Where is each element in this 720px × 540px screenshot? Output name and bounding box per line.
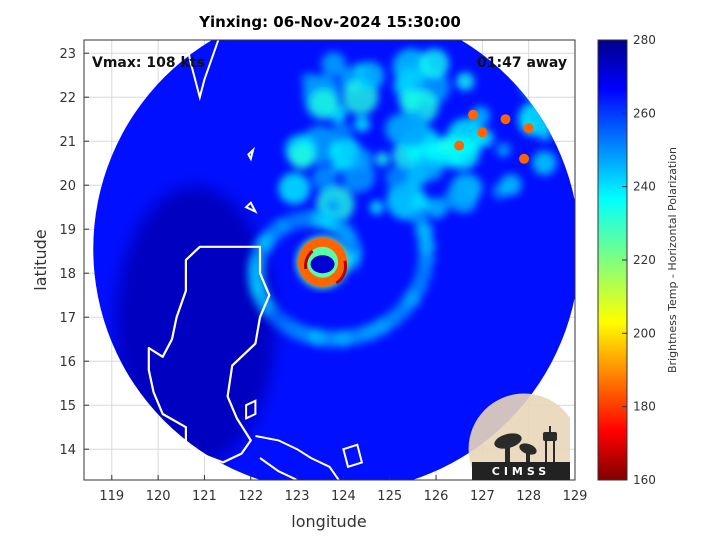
x-tick-label: 124 — [331, 489, 356, 504]
x-tick-label: 121 — [192, 489, 217, 504]
colorbar-tick-label: 280 — [633, 33, 656, 47]
colorbar-label: Brightness Temp - Horizontal Polarizatio… — [666, 147, 679, 373]
vmax-annotation: Vmax: 108 kts — [92, 55, 205, 71]
coastline — [147, 40, 364, 480]
y-tick-label: 16 — [59, 355, 76, 370]
axes-frame — [83, 39, 576, 481]
spiral-band-cell — [410, 208, 429, 227]
colorbar-tick-label: 240 — [633, 180, 656, 194]
convective-cell — [468, 109, 479, 120]
y-tick-label: 18 — [59, 267, 76, 282]
rainband-cell — [331, 122, 352, 144]
rainband-cell — [419, 48, 450, 79]
x-tick-label: 126 — [424, 489, 449, 504]
spiral-band-cell — [321, 329, 340, 348]
rainband-cell — [321, 51, 346, 77]
rainband-cell — [421, 159, 443, 181]
y-axis-ticks: 14 15 16 17 18 19 20 21 22 23 — [59, 47, 89, 458]
colorbar-tick-label: 180 — [633, 400, 656, 414]
x-tick-label: 128 — [516, 489, 541, 504]
rainband-cell — [385, 166, 409, 190]
eyewall-core — [304, 244, 348, 288]
coastline-mindoro — [175, 469, 215, 480]
convective-cell — [454, 140, 465, 151]
coastline-taiwan — [184, 40, 220, 102]
spiral-band-cell — [417, 236, 436, 255]
chart-title: Yinxing: 06-Nov-2024 15:30:00 — [198, 13, 461, 31]
x-tick-label: 122 — [238, 489, 263, 504]
x-tick-label: 119 — [99, 489, 124, 504]
convective-cell — [500, 114, 511, 125]
rainband-cell — [301, 72, 316, 87]
inner-rainband — [246, 208, 436, 348]
rainband-cell — [449, 173, 481, 205]
x-axis-label: longitude — [291, 512, 366, 531]
time-away-annotation: 01:47 away — [477, 55, 567, 71]
rainband-cell — [309, 89, 339, 118]
rainband-cell — [351, 148, 373, 170]
rainband-cell — [426, 197, 448, 219]
rainband-cell — [392, 48, 430, 86]
colorbar-tick-label: 200 — [633, 326, 656, 340]
rainband-cell — [369, 200, 384, 215]
coastline-batanes — [247, 146, 255, 162]
coastline-bicol — [255, 435, 340, 480]
rainband-cell — [289, 143, 315, 169]
convective-cell — [523, 123, 534, 133]
logo-banner — [472, 462, 570, 480]
y-tick-label: 23 — [59, 47, 76, 62]
x-tick-label: 127 — [470, 489, 495, 504]
colorbar-tick-label: 160 — [633, 473, 656, 487]
convective-cell — [519, 153, 530, 164]
cimss-logo: CIMSS — [468, 393, 570, 480]
colorbar-ticks: 160 180 200 220 240 260 280 — [622, 33, 656, 487]
rainband-cell — [532, 150, 557, 176]
rainband-cell — [446, 136, 480, 170]
y-tick-label: 14 — [59, 443, 76, 458]
y-tick-label: 21 — [59, 135, 76, 150]
spiral-band-cell — [414, 264, 433, 283]
coastline-babuyan — [244, 201, 258, 214]
rainband-cell — [331, 159, 345, 173]
y-tick-label: 22 — [59, 91, 76, 106]
y-tick-label: 20 — [59, 179, 76, 194]
y-tick-label: 19 — [59, 223, 76, 238]
x-tick-label: 120 — [146, 489, 171, 504]
rainband-cell — [500, 174, 522, 196]
rainband-cell — [496, 142, 511, 158]
x-tick-label: 123 — [285, 489, 310, 504]
coastline-catanduanes — [342, 443, 364, 469]
eyewall — [298, 237, 348, 287]
logo-antenna-icon — [494, 426, 557, 462]
convective-cell — [477, 127, 488, 138]
coastline-luzon — [147, 245, 271, 464]
y-axis-label: latitude — [31, 229, 50, 290]
coastline-polillo — [245, 399, 257, 420]
storm-eye — [310, 255, 335, 274]
rainband-cell — [391, 110, 429, 148]
x-axis-ticks: 119 120 121 122 123 124 125 126 127 128 129 — [99, 475, 587, 504]
logo-text: CIMSS — [492, 465, 550, 478]
y-tick-label: 17 — [59, 311, 76, 326]
y-tick-label: 15 — [59, 399, 76, 414]
spiral-band-cell — [415, 222, 434, 241]
colorbar-tick-label: 260 — [633, 106, 656, 120]
rainband-cell — [312, 165, 337, 191]
rainband-cell — [325, 198, 341, 214]
colorbar-tick-label: 220 — [633, 253, 656, 267]
plot-area: 119 120 121 122 123 124 125 126 127 128 129 14 15 16… — [59, 39, 587, 504]
spiral-band-cell — [417, 250, 436, 269]
colorbar: 160 180 200 220 240 260 280 Brightness Temp - … — [597, 33, 679, 487]
rainband-cell — [278, 172, 311, 205]
rainband-cell — [355, 61, 385, 91]
rainband-cell — [375, 152, 390, 167]
x-tick-label: 125 — [377, 489, 402, 504]
outer-rainbands — [278, 48, 557, 224]
rainband-cell — [354, 116, 370, 132]
rainband-cell — [455, 72, 475, 91]
x-tick-label: 129 — [563, 489, 588, 504]
